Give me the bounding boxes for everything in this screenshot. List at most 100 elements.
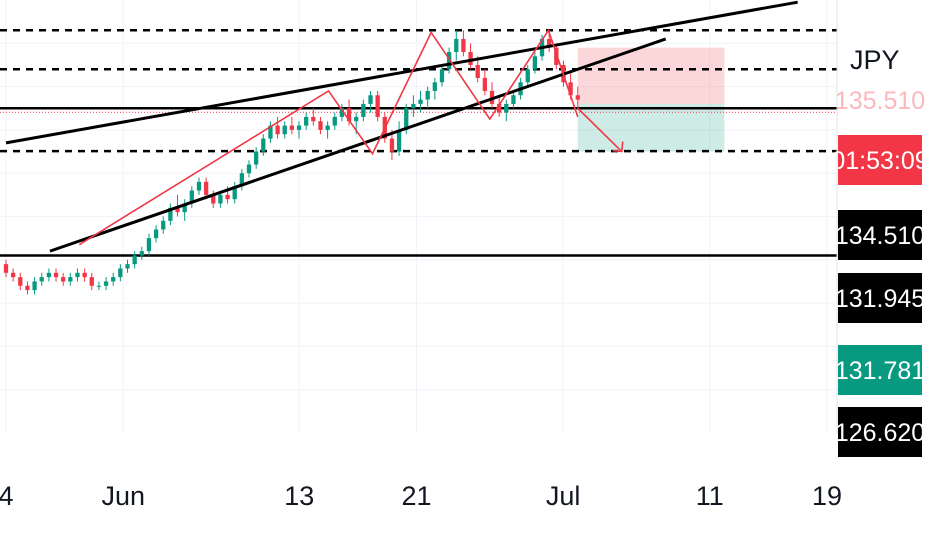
candle-body: [418, 99, 423, 104]
candle-body: [103, 281, 109, 286]
candle-body: [46, 272, 52, 278]
candle: [11, 268, 16, 282]
candle-body: [239, 173, 244, 187]
candle-body: [61, 277, 66, 282]
candle: [89, 272, 94, 291]
price-label-text: 134.510: [835, 222, 925, 250]
candle-body: [96, 285, 102, 287]
candle-body: [446, 51, 452, 70]
candle-body: [39, 277, 44, 282]
zigzag-pattern[interactable]: [78, 28, 579, 246]
candle: [575, 86, 580, 109]
candle-body: [175, 207, 180, 213]
candle-body: [432, 82, 437, 91]
candle-body: [525, 69, 530, 83]
candle-body: [203, 181, 209, 195]
candle-body: [125, 264, 130, 269]
candle: [311, 108, 316, 126]
price-label-bg: [838, 135, 922, 185]
take-profit-zone[interactable]: [577, 103, 725, 152]
candle: [25, 281, 30, 295]
candle-body: [53, 272, 59, 278]
candle-body: [32, 281, 37, 291]
candle: [425, 86, 430, 109]
candle-body: [275, 125, 280, 135]
x-tick-label: Jul: [546, 481, 581, 511]
price-label: 01:53:09: [831, 135, 929, 185]
time-scale[interactable]: [0, 433, 932, 550]
candle: [504, 99, 509, 122]
candle: [203, 177, 209, 200]
candle: [161, 216, 166, 234]
price-label-bg: [838, 273, 922, 323]
candle: [368, 90, 373, 113]
candle: [468, 43, 473, 70]
candle-body: [425, 90, 430, 100]
candle: [139, 246, 144, 260]
candle-body: [332, 116, 337, 126]
candle-body: [132, 255, 137, 265]
candle: [61, 272, 66, 286]
price-label-text: 131.945: [835, 285, 925, 313]
candle-body: [368, 95, 373, 104]
price-label-text: 131.781: [835, 357, 925, 385]
candle: [511, 90, 516, 109]
candle-body: [468, 51, 473, 65]
candle-body: [118, 268, 123, 278]
x-tick-label: 21: [401, 481, 431, 511]
candle-body: [404, 108, 409, 130]
price-label-text: 135.510: [835, 87, 925, 115]
candle-body: [282, 125, 287, 135]
price-label: 135.510: [835, 75, 925, 125]
stop-loss-zone[interactable]: [577, 47, 725, 104]
candle-body: [3, 264, 9, 273]
candle-body: [296, 125, 302, 130]
candle: [18, 272, 23, 291]
candle: [361, 99, 366, 122]
candle-body: [396, 129, 402, 152]
candle-body: [161, 220, 166, 230]
candle-body: [568, 82, 573, 96]
candle-body: [139, 251, 144, 256]
price-label: 126.620: [835, 407, 925, 457]
candle-body: [68, 277, 73, 282]
candle-body: [11, 272, 16, 278]
candle: [68, 272, 73, 286]
candle-body: [454, 38, 459, 52]
price-label-bg: [838, 345, 922, 395]
candle-body: [168, 207, 173, 221]
candle: [304, 112, 309, 130]
candle: [396, 121, 402, 156]
candle-body: [182, 203, 187, 213]
price-label: 131.781: [835, 345, 925, 395]
candle: [132, 251, 137, 269]
trendline[interactable]: [5, 0, 798, 145]
candle-body: [411, 103, 416, 109]
projection-arrow-head: [612, 141, 624, 153]
candle: [418, 90, 423, 113]
candle: [153, 225, 159, 243]
candle-body: [18, 277, 23, 286]
candle-body: [325, 125, 330, 130]
candle: [296, 121, 302, 139]
x-tick-label: 19: [812, 481, 842, 511]
candle: [32, 277, 37, 295]
candle: [118, 264, 123, 282]
candle-body: [311, 116, 316, 122]
candle-body: [189, 190, 194, 204]
candle: [246, 160, 252, 178]
candle: [532, 51, 538, 74]
candle: [261, 134, 266, 156]
x-tick-label: Jun: [102, 481, 146, 511]
candle-body: [111, 277, 116, 282]
candle-body: [146, 238, 152, 252]
candle: [232, 181, 237, 204]
price-label: 131.945: [835, 273, 925, 323]
candle: [461, 30, 466, 57]
candle-body: [218, 194, 223, 204]
candle-body: [196, 181, 202, 191]
candle-body: [511, 95, 516, 104]
projection-arrow[interactable]: [577, 107, 623, 153]
candle: [75, 268, 80, 282]
